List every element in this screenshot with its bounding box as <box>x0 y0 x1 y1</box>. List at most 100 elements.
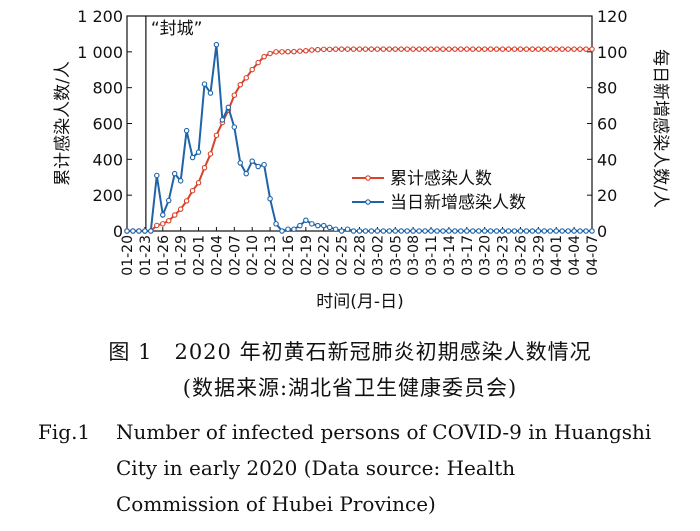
series-1-point <box>165 218 172 224</box>
series-1-point <box>291 48 297 55</box>
x-tick-label: 02-10 <box>245 235 261 276</box>
series-1-point <box>511 46 518 52</box>
series-2-point <box>350 228 357 234</box>
x-tick-label: 02-28 <box>353 235 369 276</box>
series-2-point <box>523 228 530 234</box>
series-1-point <box>428 46 434 52</box>
series-1-point <box>470 46 476 52</box>
series-2-point <box>589 228 595 234</box>
series-2-point <box>541 228 548 234</box>
series-2-point <box>446 228 452 234</box>
y-left-tick-label: 1 000 <box>77 43 123 62</box>
series-2-point <box>434 228 440 234</box>
x-tick-label: 02-07 <box>227 235 243 276</box>
series-2-point <box>529 228 536 234</box>
series-1-point <box>523 46 530 52</box>
series-1-point <box>487 46 494 52</box>
series-2-point <box>165 197 172 204</box>
series-2-point <box>261 161 267 168</box>
series-1-point <box>559 46 565 52</box>
series-1-point <box>255 59 261 66</box>
series-2-point <box>130 228 136 234</box>
series-1-point <box>231 92 238 98</box>
series-1-point <box>374 46 381 52</box>
y-left-tick-label: 400 <box>92 150 123 169</box>
x-tick-label: 01-23 <box>138 235 154 276</box>
series-1-point <box>499 46 506 52</box>
series-2-point <box>499 228 506 234</box>
series-1-point <box>404 46 410 52</box>
legend-marker-1 <box>365 175 371 181</box>
y-right-axis-label: 每日新增感染人数/人 <box>650 49 670 208</box>
x-tick-label: 04-01 <box>549 235 565 276</box>
x-tick-label: 04-04 <box>567 235 583 276</box>
series-1-point <box>273 49 279 55</box>
series-2-point <box>386 228 393 234</box>
series-1-point <box>571 46 577 52</box>
x-tick-label: 03-05 <box>388 235 404 276</box>
legend-marker-2 <box>365 199 371 205</box>
series-2-point <box>183 127 190 134</box>
caption-cn-source: (数据来源:湖北省卫生健康委员会) <box>182 376 518 400</box>
series-2-point <box>136 228 142 234</box>
infection-chart: 0 200 400 600 800 1 000 1 200 0 20 40 60 80 100 120 01… <box>53 7 670 312</box>
series-2-point <box>231 124 238 130</box>
series-2-point <box>315 222 321 229</box>
x-tick-label: 02-13 <box>263 235 279 276</box>
series-2-point <box>309 221 315 227</box>
series-1-point <box>285 48 291 55</box>
series-2-point <box>511 228 518 234</box>
series-1-point <box>249 66 255 73</box>
x-tick-label: 01-20 <box>120 235 136 276</box>
series-1-point <box>368 46 375 52</box>
series-2-point <box>177 178 184 184</box>
y-right-tick-label: 100 <box>597 43 628 62</box>
series-2-point <box>189 154 196 161</box>
y-left-tick-label: 1 200 <box>77 7 123 26</box>
series-2-point <box>219 117 226 123</box>
series-2-point <box>362 228 369 234</box>
series-2-point <box>452 228 458 234</box>
series-1-point <box>237 82 244 88</box>
series-1-point <box>320 46 327 53</box>
x-tick-label: 01-26 <box>156 235 172 276</box>
series-1-point <box>583 46 589 52</box>
series-2-point <box>493 228 500 234</box>
caption-cn-title: 图 1 2020 年初黄石新冠肺炎初期感染人数情况 <box>108 340 592 364</box>
x-tick-label: 04-07 <box>585 235 601 276</box>
series-1-point <box>338 46 345 52</box>
series-1-point <box>553 46 559 52</box>
x-tick-label: 02-01 <box>192 235 208 276</box>
series-2-point <box>297 222 303 229</box>
series-1-point <box>475 46 482 52</box>
series-1-point <box>434 46 440 52</box>
x-tick-label: 02-04 <box>209 235 225 276</box>
series-1-point <box>517 46 524 52</box>
x-tick-label: 03-20 <box>478 235 494 276</box>
series-2-point <box>410 228 416 234</box>
x-tick-label: 02-25 <box>335 235 351 276</box>
series-2-point <box>458 228 464 234</box>
series-2-point <box>303 217 309 224</box>
series-1-point <box>505 46 512 52</box>
series-2-point <box>249 158 255 164</box>
y-right-tick-label: 120 <box>597 7 628 26</box>
caption-en-line1: Fig.1 Number of infected persons of COVID… <box>38 414 651 450</box>
series-2-point <box>273 221 279 227</box>
series-1-point <box>464 46 470 52</box>
y-left-tick-label: 200 <box>92 186 123 205</box>
series-1-point <box>344 46 351 52</box>
series-1-point <box>201 165 208 171</box>
series-2-point <box>201 81 208 87</box>
caption-en-text1: Number of infected persons of COVID-9 in… <box>116 420 652 444</box>
series-1-point <box>577 46 583 52</box>
series-2-point <box>571 228 577 234</box>
series-2-point <box>374 228 381 234</box>
series-1-point <box>440 46 446 52</box>
series-1-point <box>309 47 315 53</box>
series-2-point <box>428 228 434 234</box>
series-1-point <box>213 132 220 139</box>
y-right-tick-label: 20 <box>597 186 617 205</box>
series-2-point <box>583 228 589 234</box>
y-left-tick-label: 600 <box>92 115 123 134</box>
